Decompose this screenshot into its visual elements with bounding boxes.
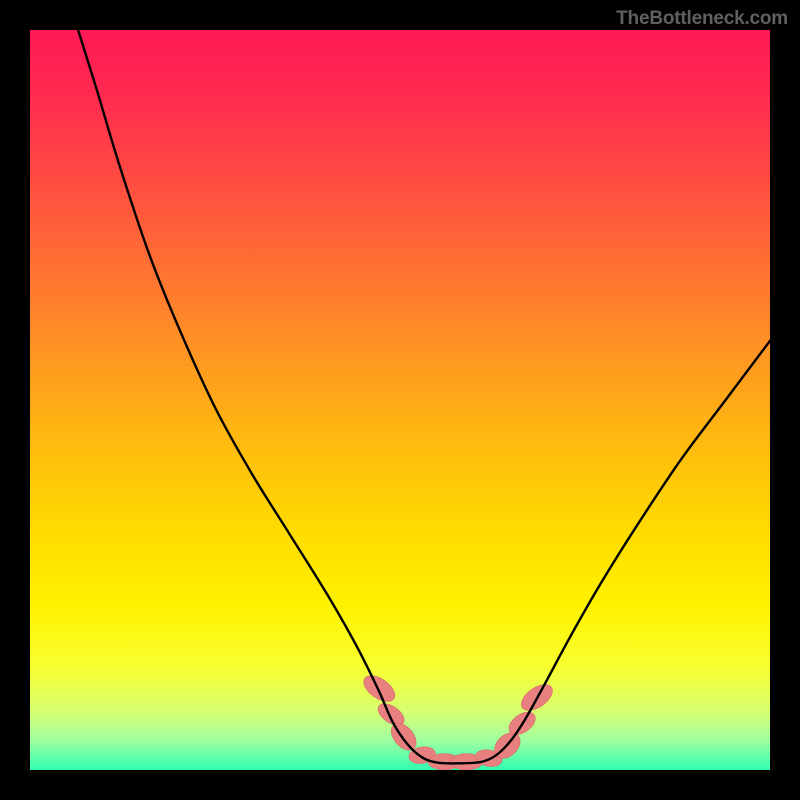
chart-plot-area (30, 30, 770, 770)
chart-root: TheBottleneck.com (0, 0, 800, 800)
watermark-label: TheBottleneck.com (616, 8, 788, 30)
chart-background (30, 30, 770, 770)
chart-svg (30, 30, 770, 770)
